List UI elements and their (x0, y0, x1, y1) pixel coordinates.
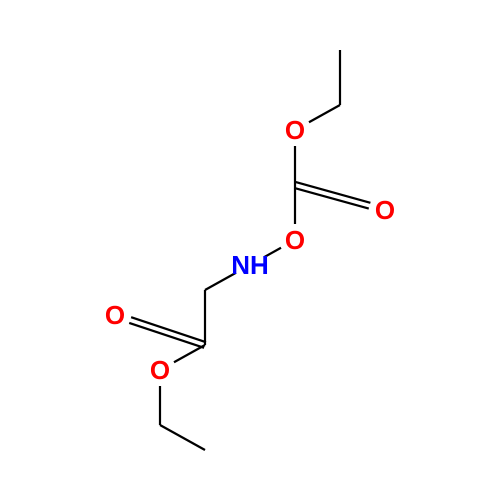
bond-line (131, 317, 206, 342)
atom-label: O (285, 115, 305, 145)
molecule-diagram: OONHOOO (0, 0, 500, 500)
bond-line (160, 425, 205, 450)
atom-label: O (105, 300, 125, 330)
atom-label: O (375, 195, 395, 225)
atom-label: O (150, 355, 170, 385)
bond-line (129, 323, 204, 348)
atom-label: O (285, 225, 305, 255)
bond-line (309, 105, 340, 122)
atom-label: NH (231, 250, 269, 280)
